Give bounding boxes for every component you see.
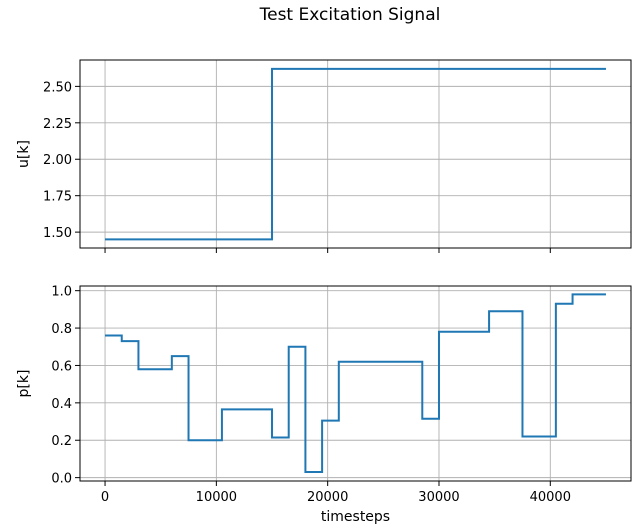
x-tick-label: 20000	[307, 490, 348, 505]
y-tick-label: 2.25	[43, 117, 72, 132]
x-tick-label: 30000	[418, 490, 459, 505]
x-tick-label: 40000	[530, 490, 571, 505]
y-tick-label: 2.00	[43, 153, 72, 168]
x-tick-label: 0	[101, 490, 109, 505]
y-tick-label: 0.0	[51, 472, 72, 487]
subplot-2: 0 10000 20000 30000 40000 0.0 0.2 0.4 0.6 0.8 1.0 p…	[16, 285, 632, 525]
y-tick-label: 1.75	[43, 190, 72, 205]
x-tick-label: 10000	[196, 490, 237, 505]
y-axis-label: p[k]	[16, 370, 32, 398]
y-tick-label: 2.50	[43, 80, 72, 95]
chart-title: Test Excitation Signal	[259, 5, 441, 25]
y-tick-label: 1.50	[43, 226, 72, 241]
y-tick-label: 0.8	[51, 322, 72, 337]
y-tick-label: 0.6	[51, 359, 72, 374]
y-axis-label: u[k]	[16, 140, 32, 168]
series-line	[105, 67, 606, 241]
y-tick-label: 0.2	[51, 434, 72, 449]
x-axis-label: timesteps	[321, 509, 390, 525]
subplot-1: 1.50 1.75 2.00 2.25 2.50 u[k]	[16, 59, 632, 253]
plot-frame	[79, 59, 632, 249]
y-tick-label: 1.0	[51, 285, 72, 300]
y-tick-label: 0.4	[51, 397, 72, 412]
series-line	[105, 293, 606, 474]
plot-frame	[79, 285, 632, 482]
